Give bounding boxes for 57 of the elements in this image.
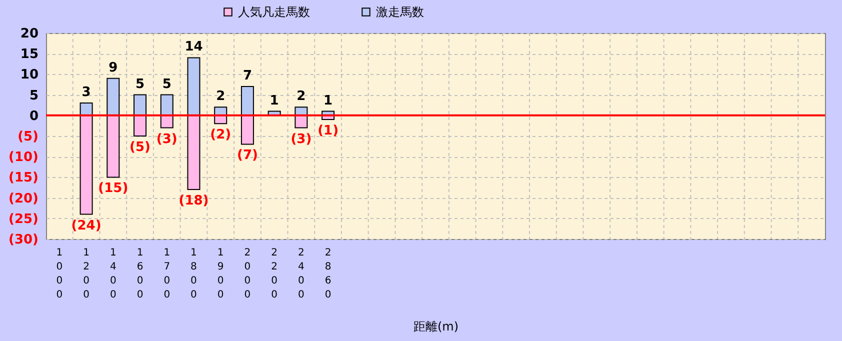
y-tick-label: (10) — [8, 150, 38, 166]
data-label: 2 — [216, 89, 226, 104]
data-label: 5 — [135, 76, 145, 92]
y-tick-label: 5 — [29, 88, 38, 104]
data-label: (1) — [318, 124, 339, 139]
y-tick-label: 15 — [20, 47, 38, 62]
data-label: 9 — [108, 60, 118, 76]
data-label: 5 — [162, 76, 172, 92]
x-tick-label: 2000 — [244, 248, 251, 300]
x-tick-label: 2400 — [298, 248, 304, 300]
bar — [240, 114, 254, 145]
bar — [240, 86, 254, 116]
x-tick-label: 1200 — [83, 248, 90, 300]
bar — [106, 114, 120, 178]
x-tick-label: 2200 — [271, 248, 278, 300]
data-label: 14 — [184, 40, 203, 55]
legend-label: 人気凡走馬数 — [238, 5, 310, 19]
data-label: (3) — [290, 132, 312, 147]
bar — [106, 78, 120, 116]
bar — [134, 94, 147, 116]
x-tick-label: 1700 — [164, 248, 170, 300]
x-tick-label: 1000 — [56, 248, 63, 300]
x-tick-label: 2860 — [324, 248, 332, 300]
y-tick-label: (25) — [8, 212, 38, 227]
x-tick-label: 1400 — [110, 248, 116, 300]
data-label: (5) — [130, 140, 150, 155]
legend-label: 激走馬数 — [376, 5, 424, 19]
bar — [134, 114, 147, 136]
y-tick-label: (5) — [18, 130, 38, 144]
bar — [160, 94, 174, 116]
y-tick-label: 0 — [29, 108, 38, 124]
x-tick-label: 1800 — [190, 248, 197, 300]
y-tick-label: (20) — [8, 191, 38, 206]
data-label: (18) — [178, 194, 209, 209]
data-label: 1 — [324, 93, 333, 108]
bar — [160, 114, 174, 128]
y-tick-label: 20 — [20, 26, 38, 42]
data-label: 2 — [296, 89, 306, 104]
bar — [187, 57, 200, 116]
data-label: (3) — [156, 132, 178, 147]
data-label: 3 — [82, 85, 91, 100]
y-tick-label: (15) — [8, 170, 38, 186]
x-tick-label: 1600 — [136, 248, 144, 300]
data-label: (15) — [98, 181, 128, 196]
y-tick-label: (30) — [8, 232, 38, 248]
data-label: (7) — [236, 148, 258, 164]
bar — [294, 114, 308, 128]
bar — [187, 114, 200, 190]
bar — [80, 102, 93, 116]
y-tick-label: 10 — [20, 68, 38, 83]
bar — [80, 114, 93, 215]
x-tick-label: 1900 — [217, 248, 224, 300]
data-label: 7 — [242, 68, 252, 84]
data-label: (2) — [210, 128, 232, 143]
data-label: (24) — [71, 218, 102, 234]
x-axis-title: 距離(m) — [413, 320, 459, 334]
data-label: 1 — [270, 93, 279, 108]
